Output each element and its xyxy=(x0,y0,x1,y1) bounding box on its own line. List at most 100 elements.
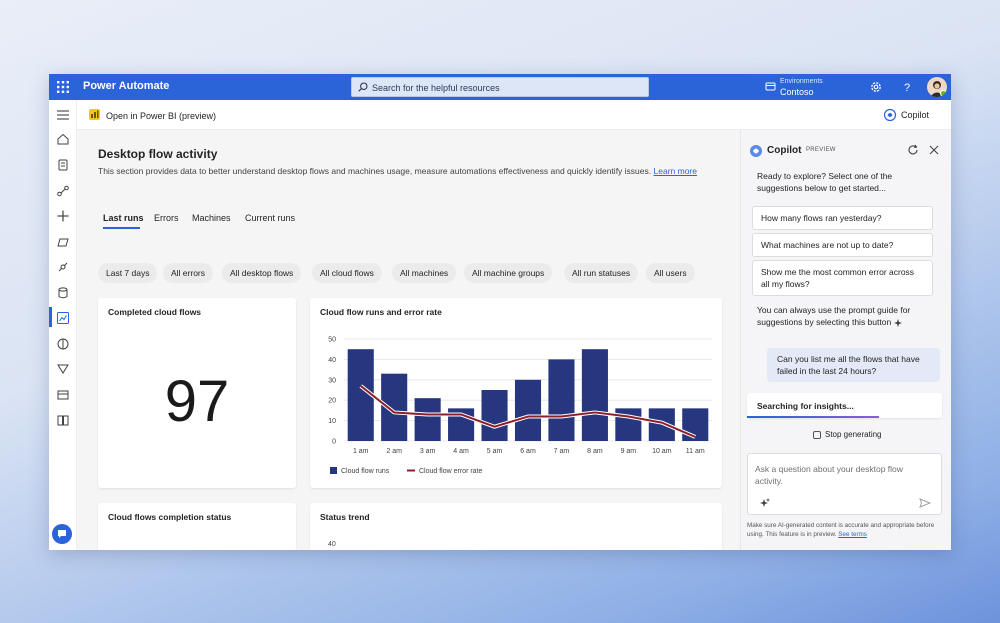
learn-more-link[interactable]: Learn more xyxy=(653,166,697,176)
tab-current-runs[interactable]: Current runs xyxy=(245,213,296,223)
bar xyxy=(615,408,642,441)
svg-text:?: ? xyxy=(904,82,910,94)
copilot-title: Copilot xyxy=(767,145,802,156)
x-tick-label: 1 am xyxy=(353,448,369,455)
virtual-agent-help-button[interactable] xyxy=(52,524,72,544)
searching-status-card: Searching for insights... xyxy=(747,393,942,418)
suggestion-button[interactable]: What machines are not up to date? xyxy=(752,233,933,257)
hamburger-menu-icon[interactable] xyxy=(56,108,70,122)
y-tick-label: 20 xyxy=(328,398,336,405)
progress-bar xyxy=(747,416,879,418)
filter-chip-desktop-flows[interactable]: All desktop flows xyxy=(222,263,302,283)
x-tick-label: 2 am xyxy=(386,448,402,455)
search-input[interactable]: Search for the helpful resources xyxy=(351,77,649,97)
environment-label: Environments xyxy=(780,78,823,85)
monitor-chart-icon[interactable] xyxy=(56,311,70,325)
card-title: Status trend xyxy=(320,512,370,522)
prompt-guide-text: You can always use the prompt guide for … xyxy=(757,305,911,327)
tab-last-runs[interactable]: Last runs xyxy=(103,213,144,223)
sparkle-icon xyxy=(893,318,902,327)
x-tick-label: 6 am xyxy=(520,448,536,455)
send-icon[interactable] xyxy=(919,498,931,508)
page-title: Desktop flow activity xyxy=(98,147,218,161)
connectors-icon[interactable] xyxy=(56,260,70,274)
search-icon xyxy=(358,82,368,92)
my-flows-icon[interactable] xyxy=(56,184,70,198)
bar xyxy=(414,398,441,441)
process-mining-icon[interactable] xyxy=(56,362,70,376)
help-icon[interactable]: ? xyxy=(900,80,914,94)
avatar[interactable] xyxy=(927,77,947,97)
card-title: Completed cloud flows xyxy=(108,307,202,317)
completed-flows-card: Completed cloud flows 97 xyxy=(98,298,296,488)
home-icon[interactable] xyxy=(56,132,70,146)
filter-chip-machine-groups[interactable]: All machine groups xyxy=(464,263,553,283)
active-tab-indicator xyxy=(103,227,140,229)
error-rate-line xyxy=(360,385,696,438)
x-tick-label: 9 am xyxy=(621,448,637,455)
bar xyxy=(481,390,508,441)
app-window: Power Automate Search for the helpful re… xyxy=(49,74,951,550)
x-tick-label: 8 am xyxy=(587,448,603,455)
solutions-icon[interactable] xyxy=(56,388,70,402)
legend-label-runs: Cloud flow runs xyxy=(341,468,390,475)
templates-icon[interactable] xyxy=(56,235,70,249)
app-title[interactable]: Power Automate xyxy=(83,80,170,92)
environment-picker[interactable]: Environments Contoso xyxy=(765,77,845,97)
data-cylinder-icon[interactable] xyxy=(56,286,70,300)
status-trend-card: Status trend 40 xyxy=(310,503,722,550)
ask-question-input[interactable]: Ask a question about your desktop flow a… xyxy=(747,453,942,515)
legend-label-error-rate: Cloud flow error rate xyxy=(419,468,483,475)
preview-badge: PREVIEW xyxy=(806,147,836,153)
y-tick-label: 10 xyxy=(328,418,336,425)
filter-chip-date-range[interactable]: Last 7 days xyxy=(98,263,158,283)
suggestion-button[interactable]: How many flows ran yesterday? xyxy=(752,206,933,230)
y-tick-label: 0 xyxy=(332,439,336,446)
ai-hub-icon[interactable] xyxy=(56,337,70,351)
copilot-toggle-button[interactable]: Copilot xyxy=(883,108,933,122)
stop-icon xyxy=(813,431,821,439)
stop-generating-button[interactable]: Stop generating xyxy=(813,430,893,442)
x-tick-label: 7 am xyxy=(554,448,570,455)
searching-text: Searching for insights... xyxy=(757,401,854,411)
copilot-pane: Copilot PREVIEW Ready to explore? Select… xyxy=(740,130,951,550)
ask-placeholder: Ask a question about your desktop flow a… xyxy=(755,464,903,486)
user-message-bubble: Can you list me all the flows that have … xyxy=(767,348,940,382)
copilot-logo-icon xyxy=(750,145,762,157)
environment-value: Contoso xyxy=(780,87,814,97)
chat-bubble-icon xyxy=(58,530,66,538)
action-items-icon[interactable] xyxy=(56,158,70,172)
completion-status-card: Cloud flows completion status xyxy=(98,503,296,550)
bar xyxy=(514,379,542,441)
suggestion-button[interactable]: Show me the most common error across all… xyxy=(752,260,933,296)
learn-book-icon[interactable] xyxy=(56,413,70,427)
app-launcher-icon[interactable] xyxy=(57,81,69,93)
main-content: Desktop flow activity This section provi… xyxy=(77,130,740,550)
settings-gear-icon[interactable] xyxy=(869,80,883,94)
status-trend-y-tick: 40 xyxy=(328,541,336,548)
filter-chip-machines[interactable]: All machines xyxy=(392,263,457,283)
prompt-guide-sparkle-icon[interactable] xyxy=(760,498,770,508)
active-nav-indicator xyxy=(49,307,52,327)
ai-disclaimer: Make sure AI-generated content is accura… xyxy=(747,521,945,539)
command-bar: Open in Power BI (preview) Copilot xyxy=(77,100,951,130)
runs-error-rate-chart: 0 10 20 30 40 50 1 am 2 am 3 am 4 am 5 am 6 am 7 am 8… xyxy=(328,337,712,475)
filter-chip-errors[interactable]: All errors xyxy=(163,263,214,283)
description-text: This section provides data to better und… xyxy=(98,166,652,176)
y-tick-label: 50 xyxy=(328,337,336,344)
filter-chip-users[interactable]: All users xyxy=(646,263,695,283)
tab-machines[interactable]: Machines xyxy=(192,213,231,223)
close-icon[interactable] xyxy=(928,144,940,156)
open-in-powerbi-button[interactable]: Open in Power BI (preview) xyxy=(106,111,217,121)
see-terms-link[interactable]: See terms xyxy=(838,531,867,538)
bar xyxy=(548,359,575,441)
x-tick-label: 5 am xyxy=(487,448,503,455)
create-plus-icon[interactable] xyxy=(56,209,70,223)
copilot-button-label: Copilot xyxy=(901,110,930,120)
tab-errors[interactable]: Errors xyxy=(154,213,179,223)
filter-chip-cloud-flows[interactable]: All cloud flows xyxy=(312,263,382,283)
filter-chip-run-statuses[interactable]: All run statuses xyxy=(564,263,639,283)
environment-icon xyxy=(765,82,776,91)
refresh-icon[interactable] xyxy=(907,144,919,156)
copilot-icon xyxy=(883,108,897,122)
